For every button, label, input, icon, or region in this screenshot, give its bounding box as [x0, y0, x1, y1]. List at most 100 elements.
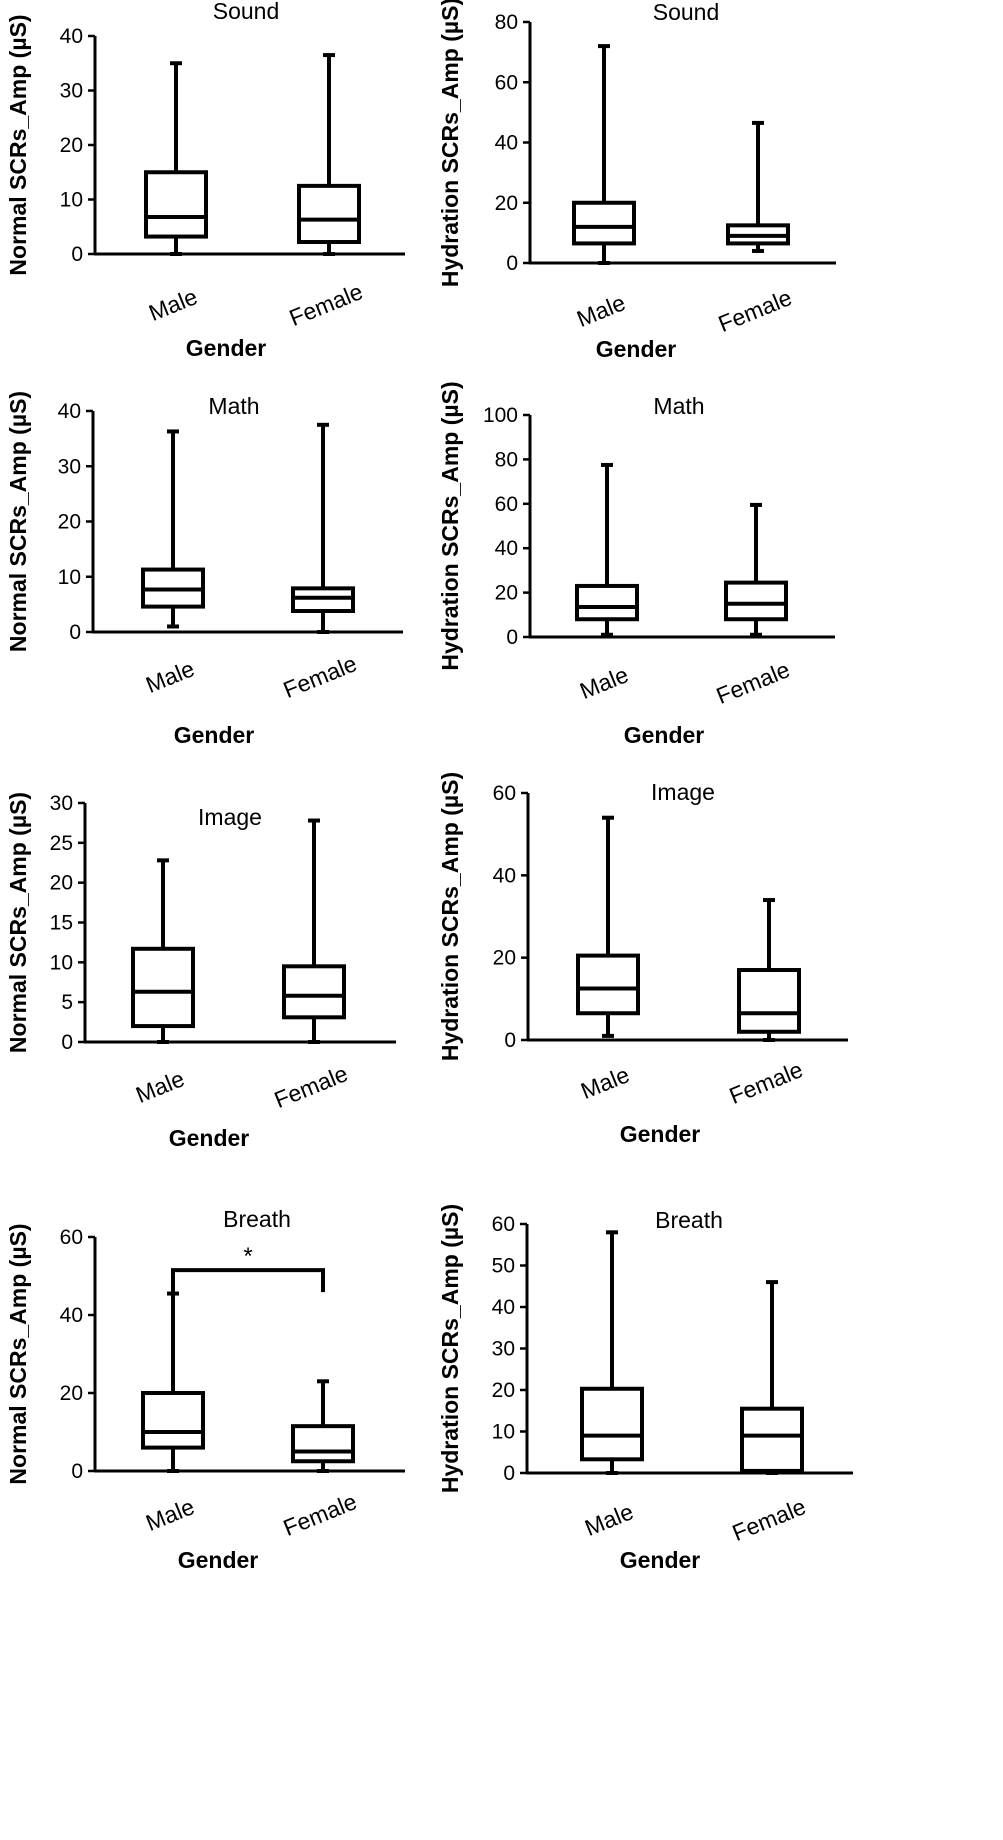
chart-title: Math — [208, 393, 259, 419]
bracket-line — [171, 1268, 325, 1293]
y-tick-label: 30 — [50, 792, 73, 815]
y-axis-label: Normal SCRs_Amp (µS) — [5, 391, 31, 652]
category-label: Male — [577, 1061, 633, 1104]
y-tick-label: 20 — [495, 192, 518, 215]
panel-2: 0 20 40 60 80 Sound Hydration SCRs_Amp (µS) Gen… — [437, 0, 836, 362]
chart-title: Sound — [213, 0, 280, 24]
y-tick-label: 30 — [492, 1338, 515, 1361]
category-label: Female — [280, 650, 361, 703]
y-axis-label: Hydration SCRs_Amp (µS) — [437, 1204, 463, 1493]
y-tick-label: 30 — [58, 455, 81, 478]
category-label: Female — [726, 1056, 807, 1109]
category-label: Male — [142, 655, 198, 698]
x-axis-label: Gender — [169, 1125, 250, 1151]
chart-title: Breath — [223, 1206, 291, 1232]
box-male: Male — [575, 462, 639, 704]
box-male: Male — [144, 61, 208, 326]
chart-title: Breath — [655, 1207, 723, 1233]
iqr-box — [575, 583, 639, 622]
x-axis-label: Gender — [178, 1547, 259, 1573]
category-label: Female — [286, 278, 367, 331]
y-tick-label: 40 — [493, 864, 516, 887]
category-label: Female — [713, 656, 794, 709]
category-label: Male — [145, 283, 201, 326]
y-tick-label: 40 — [492, 1296, 515, 1319]
y-tick-label: 10 — [492, 1421, 515, 1444]
iqr-box — [144, 170, 208, 239]
y-tick-label: 20 — [60, 134, 83, 157]
iqr-box — [740, 1406, 804, 1473]
box-male: Male — [572, 44, 636, 332]
y-tick-label: 10 — [60, 189, 83, 212]
y-tick-label: 10 — [50, 951, 73, 974]
y-tick-label: 20 — [492, 1379, 515, 1402]
y-tick-label: 20 — [50, 872, 73, 895]
panel-8: 0 10 20 30 40 50 60 Breath Hydration SCRs_Amp (µ… — [437, 1204, 853, 1573]
x-axis-label: Gender — [620, 1547, 701, 1573]
y-tick-label: 15 — [50, 912, 73, 935]
y-tick-label: 0 — [71, 243, 83, 266]
panel-7: 0 20 40 60 Breath Normal SCRs_Amp (µS) Gender M… — [5, 1206, 405, 1573]
y-axis-label: Hydration SCRs_Amp (µS) — [437, 381, 463, 670]
y-tick-label: 40 — [60, 25, 83, 48]
y-tick-label: 40 — [58, 400, 81, 423]
iqr-box — [282, 964, 346, 1020]
box-male: Male — [580, 1230, 644, 1541]
y-axis-label: Normal SCRs_Amp (µS) — [5, 1223, 31, 1484]
y-tick-label: 0 — [69, 621, 81, 644]
category-label: Female — [280, 1488, 361, 1541]
category-label: Male — [576, 661, 632, 704]
iqr-box — [737, 968, 801, 1034]
y-tick-label: 40 — [495, 132, 518, 155]
category-label: Female — [271, 1060, 352, 1113]
significance-label: * — [243, 1243, 252, 1270]
y-tick-label: 60 — [60, 1226, 83, 1249]
y-tick-label: 60 — [495, 493, 518, 516]
category-label: Male — [581, 1498, 637, 1541]
panel-3: 0 10 20 30 40 Math Normal SCRs_Amp (µS) Gender M… — [5, 391, 403, 748]
y-tick-label: 25 — [50, 832, 73, 855]
y-tick-label: 20 — [495, 582, 518, 605]
chart-title: Image — [198, 804, 262, 830]
x-axis-label: Gender — [174, 722, 255, 748]
y-tick-label: 60 — [495, 71, 518, 94]
box-male: Male — [141, 429, 205, 698]
y-tick-label: 0 — [61, 1031, 73, 1054]
panel-4: 0 20 40 60 80 100 Math Hydration SCRs_Amp (µS) G… — [437, 381, 835, 748]
iqr-box — [297, 183, 361, 245]
box-female: Female — [729, 1280, 809, 1546]
iqr-box — [291, 1424, 355, 1464]
chart-title: Sound — [653, 0, 720, 25]
y-tick-label: 100 — [483, 404, 518, 427]
y-tick-label: 5 — [61, 991, 73, 1014]
y-tick-label: 20 — [493, 947, 516, 970]
y-tick-label: 10 — [58, 566, 81, 589]
panel-6: 0 20 40 60 Image Hydration SCRs_Amp (µS) Gende… — [437, 772, 848, 1147]
y-tick-label: 40 — [60, 1304, 83, 1327]
iqr-box — [141, 1391, 205, 1450]
panel-5: 0 5 10 15 20 25 30 Image Normal SCRs_Amp (µS) Gen… — [5, 792, 396, 1151]
iqr-box — [572, 200, 636, 246]
iqr-box — [580, 1386, 644, 1462]
y-axis-label: Hydration SCRs_Amp (µS) — [437, 0, 463, 287]
x-axis-label: Gender — [624, 722, 705, 748]
x-axis-label: Gender — [186, 335, 267, 361]
y-tick-label: 20 — [60, 1382, 83, 1405]
y-tick-label: 80 — [495, 448, 518, 471]
box-female: Female — [713, 502, 794, 709]
x-axis-label: Gender — [620, 1121, 701, 1147]
x-axis-label: Gender — [596, 336, 677, 362]
y-tick-label: 0 — [506, 252, 518, 275]
category-label: Male — [132, 1065, 188, 1108]
y-tick-label: 0 — [504, 1029, 516, 1052]
y-tick-label: 20 — [58, 511, 81, 534]
y-axis-label: Normal SCRs_Amp (µS) — [5, 792, 31, 1053]
iqr-box — [131, 946, 195, 1029]
chart-title: Math — [653, 393, 704, 419]
box-female: Female — [280, 422, 361, 703]
y-tick-label: 80 — [495, 11, 518, 34]
box-female: Female — [286, 53, 367, 331]
significance-bracket: * — [171, 1243, 325, 1293]
panel-1: 0 10 20 30 40 Sound Normal SCRs_Amp (µS) Gender… — [5, 0, 405, 361]
